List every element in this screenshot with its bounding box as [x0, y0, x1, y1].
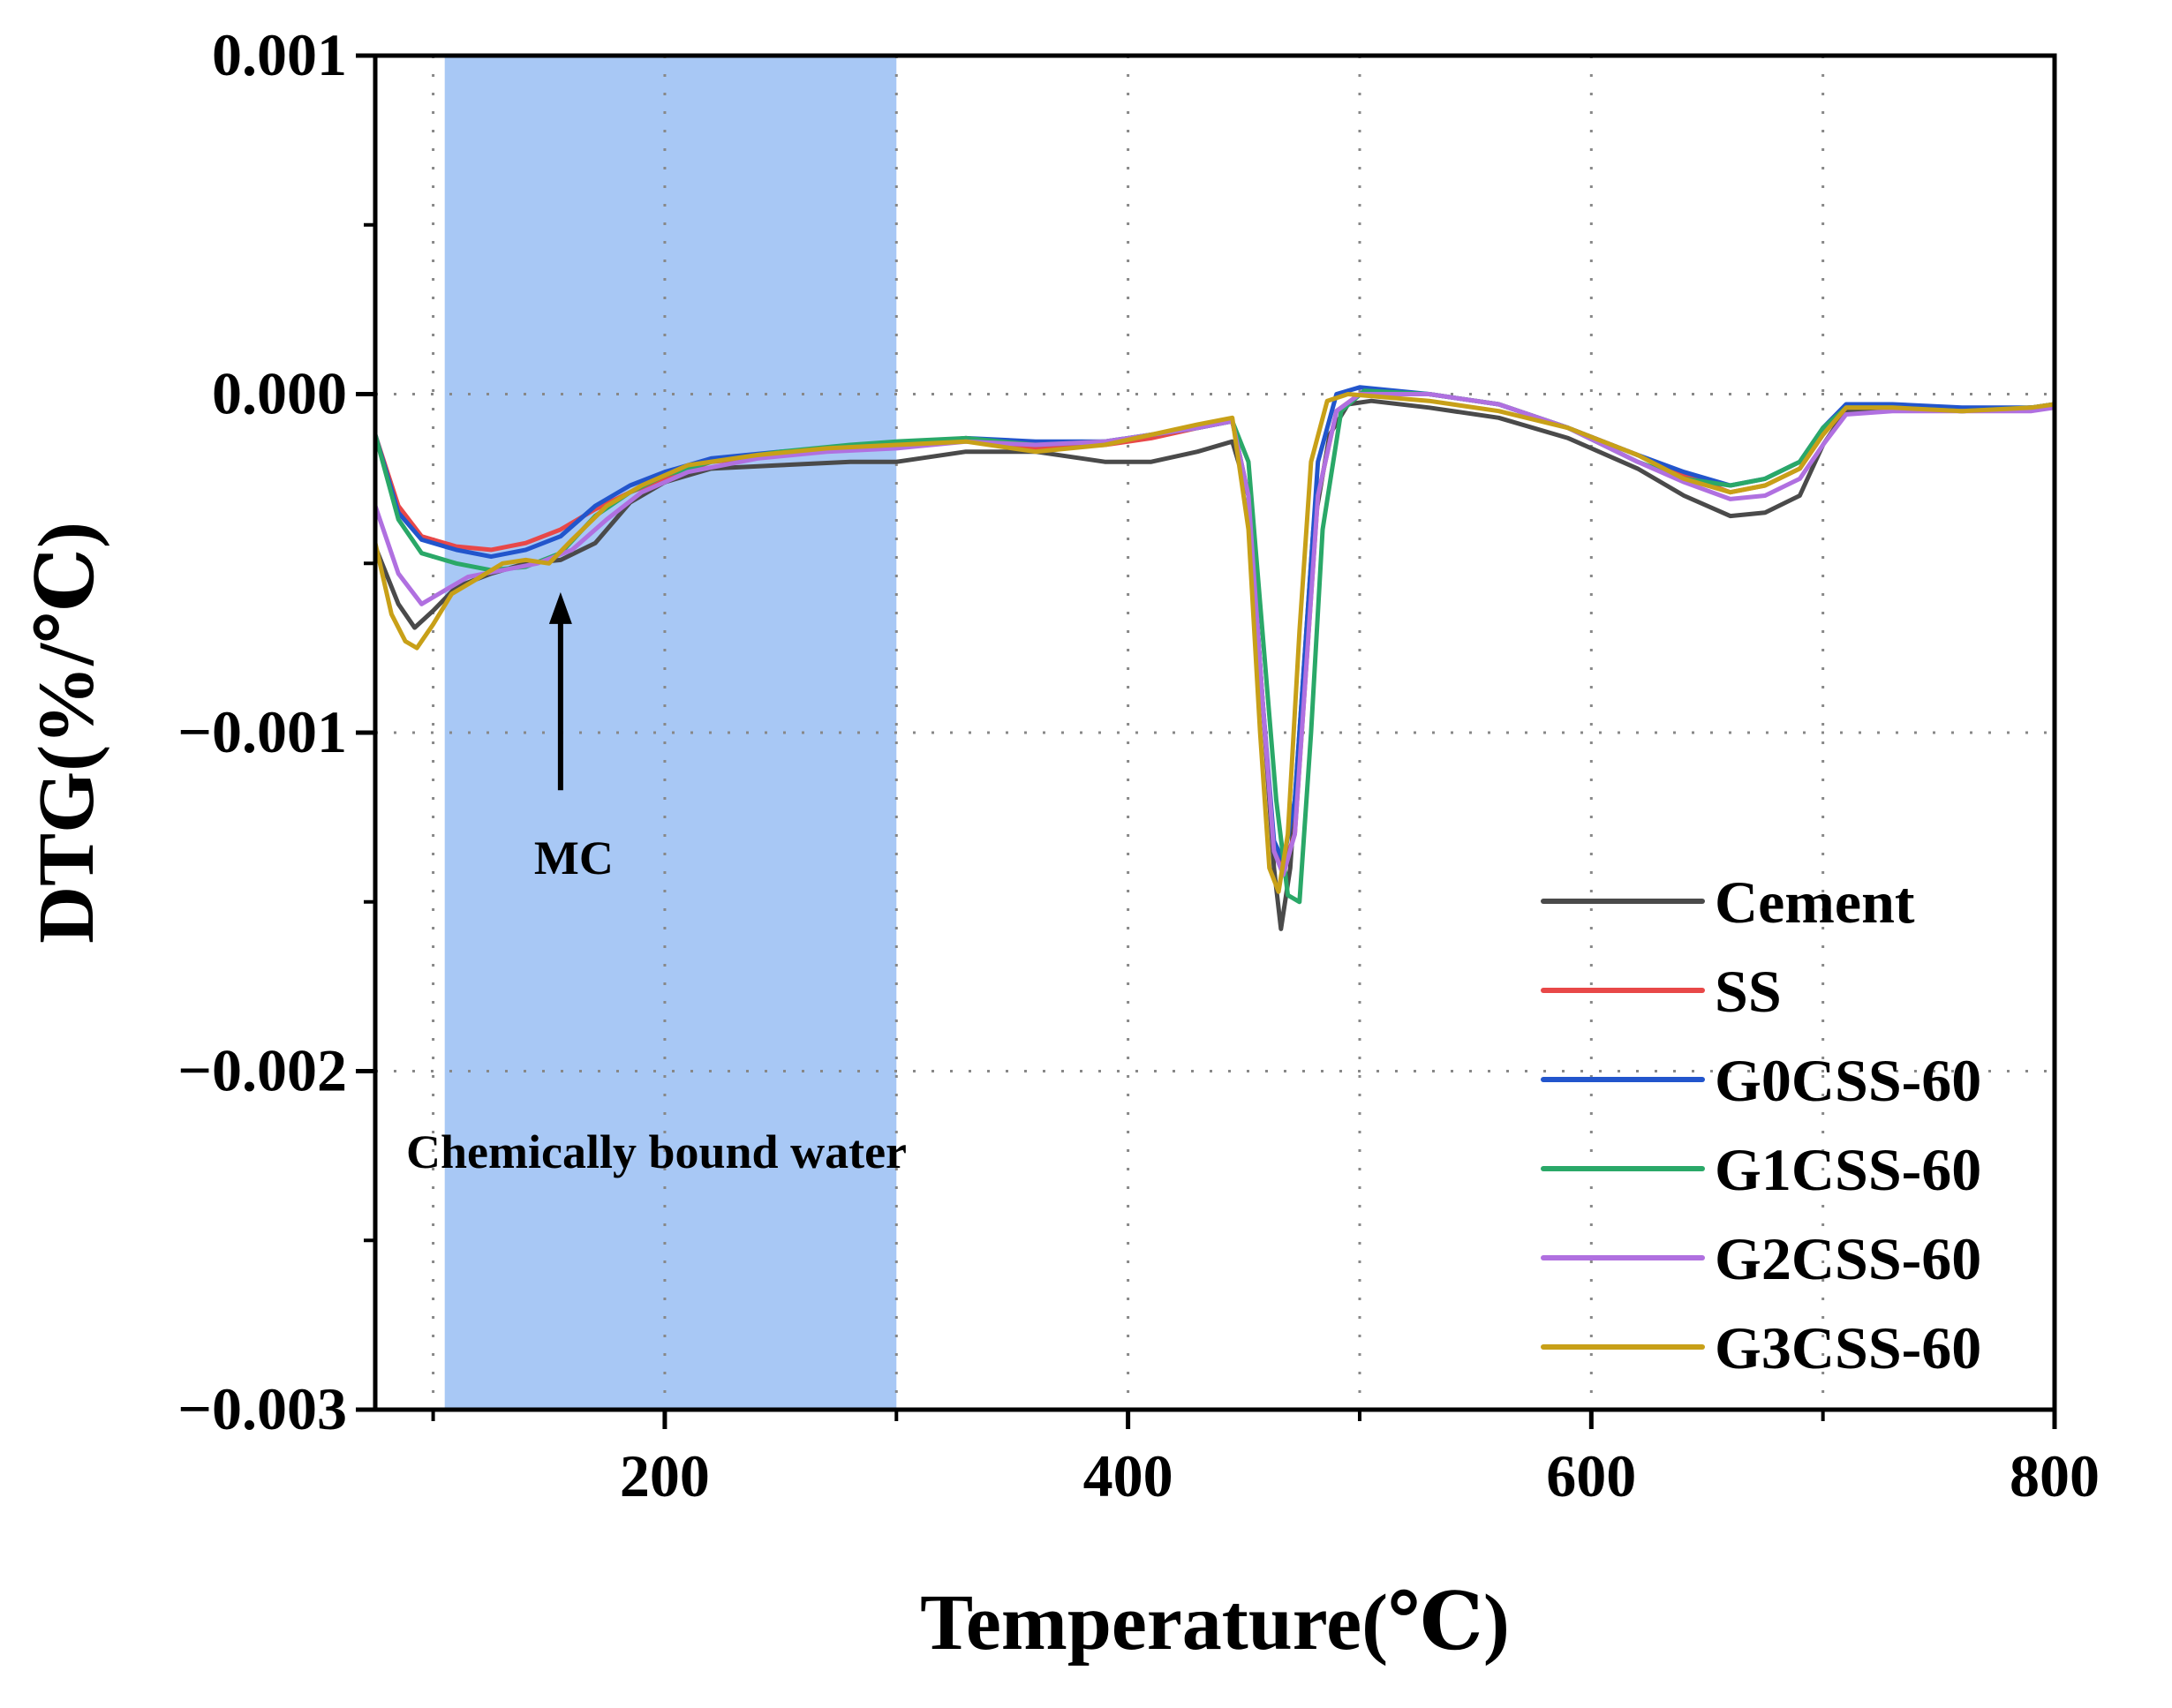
series-layer [373, 385, 2057, 931]
y-tick-label: 0.001 [212, 21, 347, 88]
x-axis-title: Temperature(℃) [920, 1579, 1510, 1667]
legend-label: G1CSS-60 [1715, 1136, 1981, 1203]
mc-annotation-label: MC [534, 831, 614, 884]
shaded-region-label: Chemically bound water [406, 1125, 907, 1178]
x-tick-label: 200 [620, 1442, 710, 1509]
x-tick-label: 400 [1083, 1442, 1173, 1509]
x-tick-label: 800 [2010, 1442, 2100, 1509]
legend: Cement SS G0CSS-60 G1CSS-60 G2CSS-60 G3CSS-60 [1541, 869, 1981, 1381]
shaded-region [444, 56, 897, 1410]
legend-label: G3CSS-60 [1715, 1314, 1981, 1381]
y-tick-label: 0.000 [212, 360, 347, 427]
series-line-g3css-60 [373, 392, 2057, 894]
legend-label: SS [1715, 958, 1782, 1025]
grid-layer [375, 56, 2055, 1410]
annotation-layer: MC Chemically bound water [406, 591, 907, 1178]
y-tick-label: −0.002 [177, 1037, 347, 1104]
y-axis-title: DTG(%/℃) [23, 522, 110, 944]
axes-layer: 200 400 600 800 0.001 0.000 −0.001 −0.002 −0.003… [23, 21, 2100, 1667]
y-tick-label: −0.003 [177, 1375, 347, 1442]
legend-label: G0CSS-60 [1715, 1047, 1981, 1114]
x-tick-label: 600 [1546, 1442, 1636, 1509]
legend-label: Cement [1715, 869, 1915, 936]
chemically-bound-water-region-layer [444, 56, 897, 1410]
mc-arrow-head [548, 591, 572, 624]
series-line-g2css-60 [373, 392, 2057, 877]
y-tick-label: −0.001 [177, 698, 347, 765]
legend-label: G2CSS-60 [1715, 1225, 1981, 1292]
